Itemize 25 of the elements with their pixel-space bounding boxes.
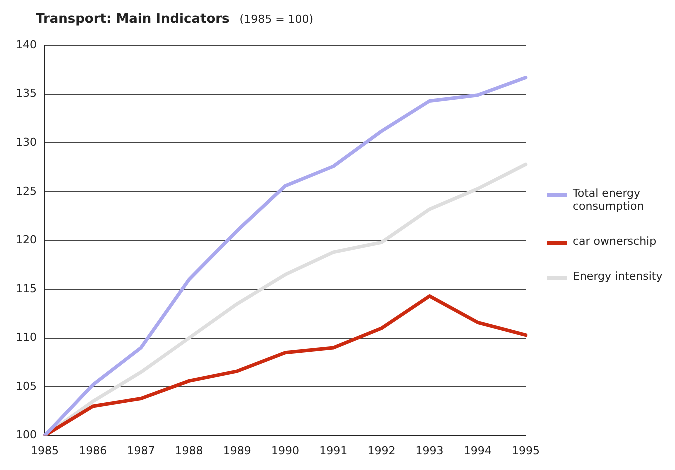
- y-tick-label: 125: [16, 184, 37, 198]
- x-tick-label: 1990: [272, 444, 300, 458]
- x-tick-label: 1986: [79, 444, 108, 458]
- x-tick-label: 1989: [223, 444, 252, 458]
- x-tick-label: 1991: [320, 444, 348, 458]
- y-tick-label: 135: [16, 87, 37, 100]
- legend-label: car ownerschip: [573, 235, 657, 248]
- y-tick-label: 115: [16, 282, 37, 296]
- y-tick-label: 110: [16, 331, 37, 344]
- x-tick-label: 1988: [175, 444, 204, 458]
- y-tick-label: 130: [16, 136, 37, 150]
- y-tick-label: 140: [16, 38, 37, 52]
- legend-label: Energy intensity: [573, 270, 663, 283]
- x-tick-label: 1985: [30, 444, 59, 458]
- y-tick-label: 105: [16, 380, 37, 393]
- x-tick-label: 1995: [512, 444, 540, 458]
- chart-subtitle: (1985 = 100): [240, 13, 314, 26]
- y-tick-label: 100: [16, 428, 37, 442]
- x-tick-label: 1992: [368, 444, 396, 458]
- x-tick-label: 1987: [127, 444, 156, 458]
- x-tick-label: 1993: [416, 444, 444, 458]
- y-tick-label: 120: [16, 234, 37, 247]
- chart-title: Transport: Main Indicators: [36, 12, 230, 27]
- x-tick-label: 1994: [464, 444, 492, 458]
- legend-label: Total energy consumption: [573, 187, 646, 213]
